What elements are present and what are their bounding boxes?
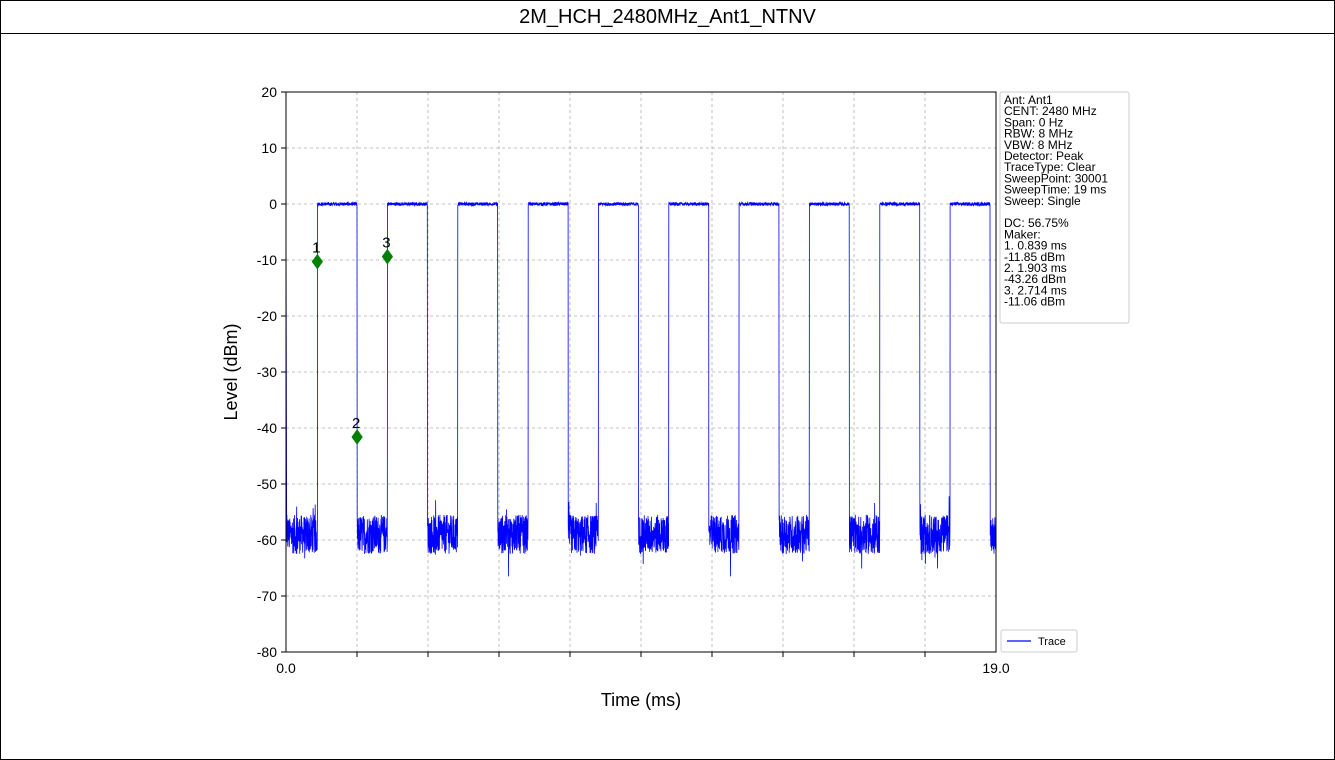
info-line: 2. 1.903 ms — [1004, 261, 1067, 275]
marker-1 — [311, 253, 323, 270]
y-tick-label: 20 — [261, 84, 277, 100]
legend-entry: Trace — [1038, 636, 1066, 648]
legend: Trace — [1000, 629, 1078, 653]
y-tick-label: -70 — [257, 588, 277, 604]
marker-label-1: 1 — [312, 240, 320, 257]
duty-cycle-chart: 20 10 0 -10 -20 -30 -40 -50 -60 -70 -800.0 19.0 1 2 3… — [221, 84, 1130, 710]
info-line: 1. 0.839 ms — [1004, 239, 1067, 253]
info-line: 3. 2.714 ms — [1004, 283, 1067, 297]
info-line: DC: 56.75% — [1004, 216, 1069, 230]
info-line: CENT: 2480 MHz — [1004, 104, 1097, 118]
info-line: TraceType: Clear — [1004, 160, 1096, 174]
y-tick-label: -50 — [257, 476, 277, 492]
y-axis-label: Level (dBm) — [221, 323, 241, 420]
marker-label-2: 2 — [352, 415, 360, 432]
y-tick-label: -80 — [257, 644, 277, 660]
y-tick-label: 0 — [269, 196, 277, 212]
info-line: SweepPoint: 30001 — [1004, 171, 1108, 185]
info-line: Sweep: Single — [1004, 194, 1081, 208]
legend-frame — [1000, 629, 1078, 653]
axis-ticks: 20 10 0 -10 -20 -30 -40 -50 -60 -70 -800.0 19.0 — [257, 84, 1010, 676]
page-title: 2M_HCH_2480MHz_Ant1_NTNV — [1, 1, 1334, 34]
marker-label-3: 3 — [382, 235, 390, 252]
marker-2 — [351, 429, 363, 445]
markers: 1 2 3 — [311, 235, 394, 445]
y-tick-label: -10 — [257, 252, 277, 268]
info-line: -11.06 dBm — [1004, 295, 1065, 309]
marker-3 — [381, 248, 394, 265]
x-axis-label: Time (ms) — [601, 690, 681, 710]
trace-series — [285, 200, 997, 577]
info-line: Ant: Ant1 — [1004, 93, 1053, 107]
y-tick-label: -30 — [257, 364, 277, 380]
info-box-frame — [999, 91, 1130, 324]
y-tick-label: -20 — [257, 308, 277, 324]
info-line: VBW: 8 MHz — [1004, 138, 1072, 152]
y-tick-label: -60 — [257, 532, 277, 548]
info-line: RBW: 8 MHz — [1004, 127, 1073, 141]
info-line: Maker: — [1004, 227, 1041, 241]
x-tick-label: 0.0 — [276, 660, 296, 676]
info-line: SweepTime: 19 ms — [1004, 183, 1106, 197]
info-line: Detector: Peak — [1004, 149, 1084, 163]
info-line: -43.26 dBm — [1004, 272, 1066, 286]
trace-line — [285, 200, 997, 577]
x-tick-label: 19.0 — [982, 660, 1009, 676]
info-line: -11.85 dBm — [1004, 250, 1065, 264]
grid — [286, 91, 996, 653]
info-line: Span: 0 Hz — [1004, 115, 1063, 129]
y-tick-label: -40 — [257, 420, 277, 436]
y-tick-label: 10 — [261, 140, 277, 156]
